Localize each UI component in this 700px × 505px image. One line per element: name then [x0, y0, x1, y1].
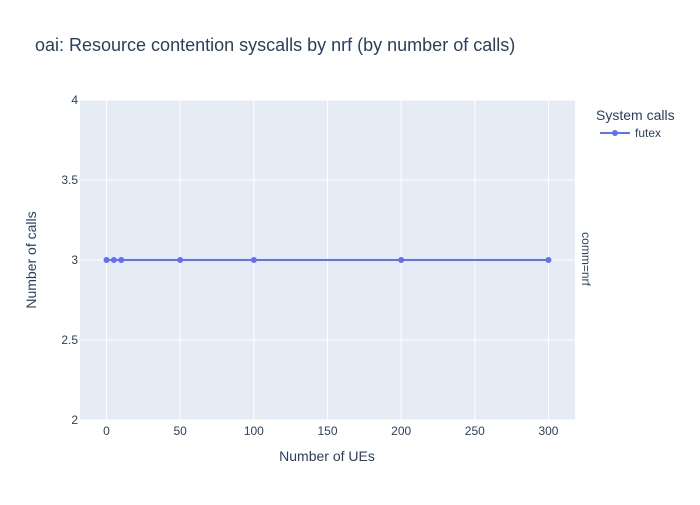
data-point-futex[interactable] — [110, 257, 117, 263]
chart-title: oai: Resource contention syscalls by nrf… — [35, 35, 515, 55]
x-tick-label: 150 — [317, 424, 337, 438]
x-tick-label: 50 — [173, 424, 187, 438]
y-axis-ticks: 2 2.5 3 3.5 4 — [61, 93, 78, 427]
y-tick-label: 4 — [71, 93, 78, 107]
facet-label: comm=nrf — [579, 232, 593, 286]
y-tick-label: 2 — [71, 413, 78, 427]
legend: System calls futex — [596, 107, 675, 140]
legend-title: System calls — [596, 107, 675, 123]
x-axis-ticks: 0 50 100 150 200 250 300 — [103, 424, 559, 438]
legend-item-futex[interactable]: futex — [600, 126, 661, 140]
x-tick-label: 0 — [103, 424, 110, 438]
y-tick-label: 2.5 — [61, 333, 78, 347]
x-axis-label: Number of UEs — [279, 448, 375, 464]
x-tick-label: 300 — [538, 424, 558, 438]
x-tick-label: 100 — [244, 424, 264, 438]
y-tick-label: 3.5 — [61, 173, 78, 187]
y-tick-label: 3 — [71, 253, 78, 267]
legend-label-futex: futex — [635, 126, 661, 140]
x-tick-label: 200 — [391, 424, 411, 438]
data-point-futex[interactable] — [545, 257, 552, 263]
data-point-futex[interactable] — [103, 257, 110, 263]
data-point-futex[interactable] — [118, 257, 125, 263]
data-point-futex[interactable] — [177, 257, 184, 263]
data-point-futex[interactable] — [250, 257, 257, 263]
x-tick-label: 250 — [465, 424, 485, 438]
y-axis-label: Number of calls — [23, 211, 39, 308]
legend-marker-futex — [612, 130, 618, 136]
data-point-futex[interactable] — [398, 257, 405, 263]
series-layer — [103, 257, 552, 263]
